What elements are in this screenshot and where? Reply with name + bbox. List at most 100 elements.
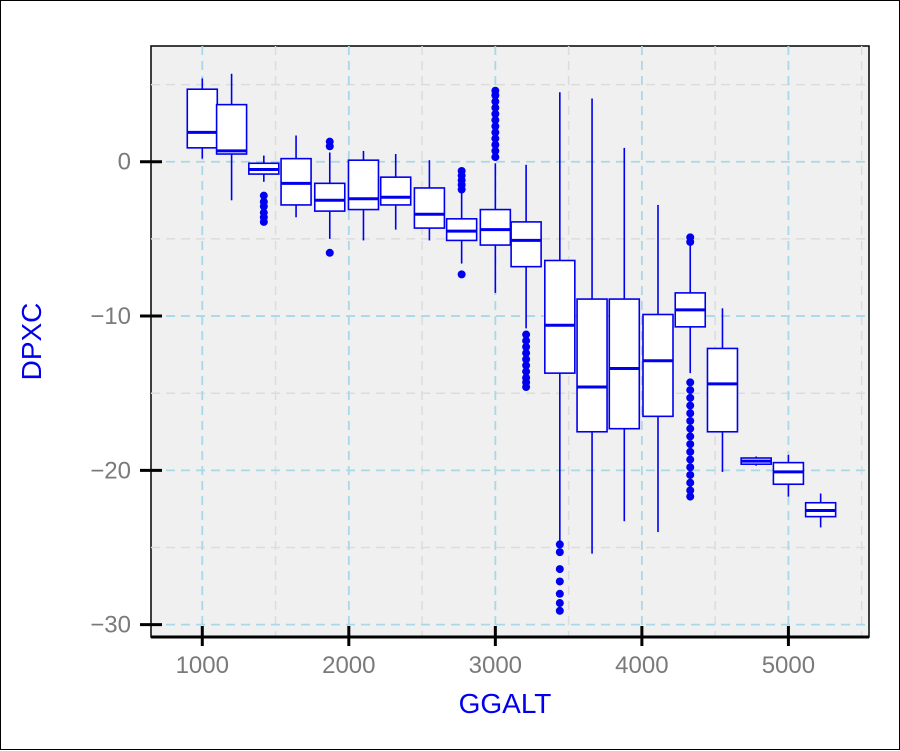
outlier-point: [325, 137, 334, 146]
outlier-point: [555, 548, 564, 557]
outlier-point: [686, 447, 695, 456]
outlier-point: [522, 367, 531, 376]
outlier-point: [686, 432, 695, 441]
box-2100: [347, 150, 380, 241]
outlier-point: [686, 492, 695, 501]
outlier-point: [491, 97, 500, 106]
outlier-point: [325, 248, 334, 257]
box-2320: [379, 154, 412, 230]
box-3660: [576, 98, 608, 554]
box-2770: [445, 166, 478, 279]
x-axis-title: GGALT: [459, 688, 552, 719]
outlier-point: [555, 599, 564, 608]
y-axis-title: DPXC: [16, 303, 47, 381]
box-body: [186, 88, 219, 149]
outlier-point: [686, 378, 695, 387]
box-4330: [674, 233, 707, 501]
box-5000: [772, 454, 805, 497]
outlier-point: [686, 470, 695, 479]
box-body: [379, 176, 412, 206]
outlier-point: [491, 134, 500, 143]
box-body: [772, 461, 805, 486]
x-tick-label: 1000: [176, 652, 229, 679]
outlier-point: [491, 146, 500, 155]
outlier-point: [491, 128, 500, 137]
box-3210: [510, 164, 542, 392]
y-tick-label: −30: [90, 612, 131, 639]
box-1200: [215, 73, 248, 201]
tick-label-layer: 1000 2000 3000 4000 5000 0 −10 −20 −30: [90, 149, 815, 679]
outlier-point: [686, 401, 695, 410]
box-body: [544, 259, 576, 374]
box-body: [280, 157, 312, 206]
outlier-point: [686, 416, 695, 425]
outlier-point: [686, 440, 695, 449]
box-2550: [413, 160, 446, 241]
x-tick-label: 2000: [322, 652, 375, 679]
outlier-point: [555, 540, 564, 549]
box-3880: [608, 147, 641, 522]
box-4550: [706, 308, 739, 472]
x-tick-label: 3000: [469, 652, 522, 679]
box-4780: [740, 456, 772, 466]
box-4110: [642, 204, 674, 533]
box-1420: [248, 155, 280, 226]
y-tick-label: −10: [90, 303, 131, 330]
box-3440: [544, 92, 576, 615]
outlier-point: [686, 478, 695, 487]
box-1870: [313, 137, 346, 257]
outlier-point: [457, 270, 466, 279]
box-3000: [479, 86, 512, 293]
box-1000: [186, 78, 219, 159]
box-layer: [186, 73, 837, 615]
outlier-point: [491, 86, 500, 95]
y-tick-label: −20: [90, 457, 131, 484]
outlier-point: [555, 589, 564, 598]
outlier-point: [491, 140, 500, 149]
box-body: [215, 103, 248, 155]
outlier-point: [686, 455, 695, 464]
outlier-point: [686, 486, 695, 495]
outlier-point: [555, 577, 564, 586]
outlier-point: [686, 424, 695, 433]
outlier-point: [491, 103, 500, 112]
x-tick-label: 4000: [615, 652, 668, 679]
outlier-point: [522, 349, 531, 358]
outlier-point: [686, 386, 695, 395]
outlier-point: [686, 409, 695, 418]
outlier-point: [491, 153, 500, 162]
box-body: [313, 182, 346, 212]
box-body: [510, 221, 542, 268]
axis-layer: [140, 160, 869, 646]
outlier-point: [686, 463, 695, 472]
box-1640: [280, 135, 312, 218]
y-tick-label: 0: [118, 149, 131, 176]
outlier-point: [259, 217, 268, 226]
box-body: [706, 347, 739, 433]
outlier-point: [457, 185, 466, 194]
outlier-point: [259, 202, 268, 211]
plot-panel: [150, 45, 870, 638]
outlier-point: [686, 393, 695, 402]
outlier-point: [522, 336, 531, 345]
box-body: [445, 218, 478, 242]
box-body: [479, 208, 512, 246]
box-body: [608, 298, 641, 430]
box-body: [347, 159, 380, 211]
box-5220: [804, 493, 837, 528]
x-tick-label: 5000: [762, 652, 815, 679]
box-body: [576, 298, 608, 433]
outlier-point: [522, 383, 531, 392]
outlier-point: [686, 237, 695, 246]
box-body: [413, 187, 446, 229]
outlier-point: [259, 191, 268, 200]
outlier-point: [491, 122, 500, 131]
outlier-point: [522, 342, 531, 351]
outlier-point: [522, 355, 531, 364]
outlier-point: [522, 330, 531, 339]
box-body: [642, 313, 674, 418]
outlier-point: [555, 565, 564, 574]
outlier-point: [491, 109, 500, 118]
